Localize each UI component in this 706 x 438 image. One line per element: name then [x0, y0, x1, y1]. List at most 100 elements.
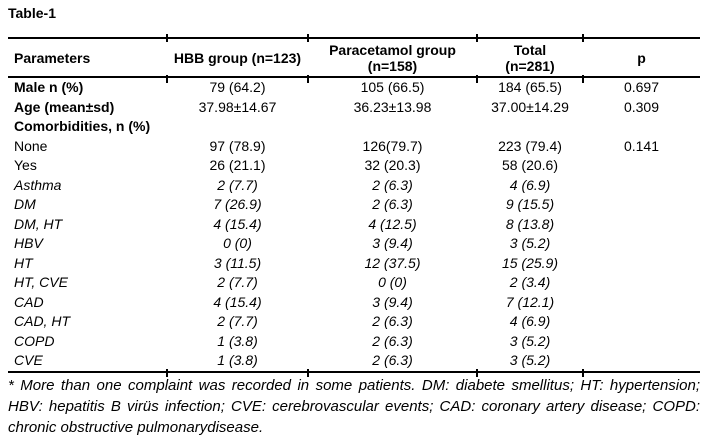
cell-value: 3 (5.2) — [509, 235, 551, 251]
cell-value: 3 (5.2) — [509, 332, 551, 349]
row-label: None — [14, 137, 48, 154]
row-label: Male n (%) — [14, 79, 84, 95]
row-label: DM — [14, 196, 36, 212]
row-label: CAD — [14, 293, 44, 310]
cell-value: 4 (15.4) — [213, 293, 262, 310]
cell-value: 2 (7.7) — [217, 274, 258, 290]
column-tick — [307, 369, 309, 377]
cell-value: 4 (6.9) — [509, 313, 551, 329]
cell-value — [583, 312, 700, 332]
cell-value: 4 (6.9) — [509, 176, 551, 193]
cell-value — [308, 117, 477, 137]
column-tick — [476, 75, 478, 83]
row-label: DM, HT — [14, 215, 63, 232]
table-body: Male n (%) 79 (64.2) 105 (66.5) 184 (65.5) 0… — [8, 78, 700, 373]
column-tick — [166, 75, 168, 83]
table-row: Comorbidities, n (%) — [8, 117, 700, 137]
cell-value — [583, 117, 700, 137]
cell-value: 7 (12.1) — [505, 293, 555, 310]
table-row: HT 3 (11.5) 12 (37.5) 15 (25.9) — [8, 254, 700, 274]
cell-value — [583, 176, 700, 196]
cell-value: 184 (65.5) — [498, 79, 562, 95]
cell-value: 126(79.7) — [362, 137, 423, 154]
column-header: Parameters — [14, 49, 91, 66]
column-header: Paracetamol group (n=158) — [329, 41, 456, 74]
table-row: CVE 1 (3.8) 2 (6.3) 3 (5.2) — [8, 351, 700, 371]
table-row: HT, CVE 2 (7.7) 0 (0) 2 (3.4) — [8, 273, 700, 293]
cell-value — [583, 215, 700, 235]
cell-value: 36.23±13.98 — [353, 98, 432, 115]
table-header-row: Parameters HBB group (n=123) Paracetamol g… — [8, 39, 700, 78]
cell-value — [477, 117, 583, 137]
cell-value — [583, 156, 700, 176]
cell-value: 223 (79.4) — [498, 137, 562, 154]
cell-value: 32 (20.3) — [364, 157, 421, 173]
cell-value — [583, 293, 700, 313]
table-row: DM 7 (26.9) 2 (6.3) 9 (15.5) — [8, 195, 700, 215]
cell-value: 79 (64.2) — [209, 79, 266, 95]
cell-value: 1 (3.8) — [217, 332, 258, 349]
cell-value: 1 (3.8) — [217, 352, 258, 368]
row-label: Age (mean±sd) — [14, 98, 115, 115]
column-tick — [166, 34, 168, 42]
table-row: DM, HT 4 (15.4) 4 (12.5) 8 (13.8) — [8, 215, 700, 235]
cell-value: 37.00±14.29 — [491, 98, 569, 115]
row-label: HBV — [14, 235, 43, 251]
table-row: Asthma 2 (7.7) 2 (6.3) 4 (6.9) — [8, 176, 700, 196]
row-label: Yes — [14, 157, 37, 173]
cell-value — [583, 254, 700, 274]
column-header: p — [637, 49, 646, 66]
cell-value: 2 (6.3) — [372, 196, 413, 212]
cell-value: 0.309 — [623, 98, 660, 115]
row-label: Comorbidities, n (%) — [14, 118, 151, 134]
cell-value: 7 (26.9) — [213, 196, 262, 212]
cell-value: 3 (11.5) — [213, 254, 262, 271]
cell-value: 2 (6.3) — [372, 332, 413, 349]
cell-value: 2 (7.7) — [217, 176, 258, 193]
column-tick — [166, 369, 168, 377]
table-row: Male n (%) 79 (64.2) 105 (66.5) 184 (65.5) 0… — [8, 78, 700, 98]
cell-value: 4 (12.5) — [368, 215, 417, 232]
table-row: Yes 26 (21.1) 32 (20.3) 58 (20.6) — [8, 156, 700, 176]
cell-value: 37.98±14.67 — [198, 98, 277, 115]
cell-value: 3 (5.2) — [509, 352, 551, 368]
column-header: Total (n=281) — [505, 41, 555, 74]
table-row: CAD, HT 2 (7.7) 2 (6.3) 4 (6.9) — [8, 312, 700, 332]
table-footnote: * More than one complaint was recorded i… — [8, 376, 700, 436]
cell-value: 58 (20.6) — [501, 157, 559, 173]
cell-value — [583, 195, 700, 215]
cell-value: 0.141 — [623, 137, 660, 154]
table-row: COPD 1 (3.8) 2 (6.3) 3 (5.2) — [8, 332, 700, 352]
cell-value: 8 (13.8) — [505, 215, 555, 232]
cell-value: 2 (7.7) — [217, 313, 258, 329]
cell-value: 0 (0) — [378, 274, 407, 290]
table-row: Age (mean±sd) 37.98±14.67 36.23±13.98 37.00… — [8, 98, 700, 118]
row-label: COPD — [14, 332, 55, 349]
column-tick — [307, 75, 309, 83]
cell-value: 97 (78.9) — [209, 137, 266, 154]
column-tick — [582, 34, 584, 42]
column-header: HBB group (n=123) — [173, 49, 302, 66]
cell-value: 2 (6.3) — [372, 352, 413, 368]
cell-value: 2 (3.4) — [509, 274, 551, 290]
cell-value — [583, 351, 700, 371]
row-label: Asthma — [14, 176, 62, 193]
column-tick — [476, 369, 478, 377]
row-label: CAD, HT — [14, 313, 70, 329]
column-tick — [476, 34, 478, 42]
cell-value: 2 (6.3) — [372, 313, 413, 329]
cell-value: 2 (6.3) — [372, 176, 413, 193]
row-label: HT — [14, 254, 33, 271]
column-tick — [582, 369, 584, 377]
cell-value: 0 (0) — [223, 235, 252, 251]
column-tick — [307, 34, 309, 42]
cell-value: 12 (37.5) — [364, 254, 421, 271]
row-label: CVE — [14, 352, 43, 368]
cell-value — [583, 234, 700, 254]
data-table: Parameters HBB group (n=123) Paracetamol g… — [8, 34, 700, 377]
row-label: HT, CVE — [14, 274, 68, 290]
cell-value: 3 (9.4) — [372, 235, 413, 251]
table-title: Table-1 — [8, 5, 56, 21]
table-row: None 97 (78.9) 126(79.7) 223 (79.4) 0.141 — [8, 137, 700, 157]
